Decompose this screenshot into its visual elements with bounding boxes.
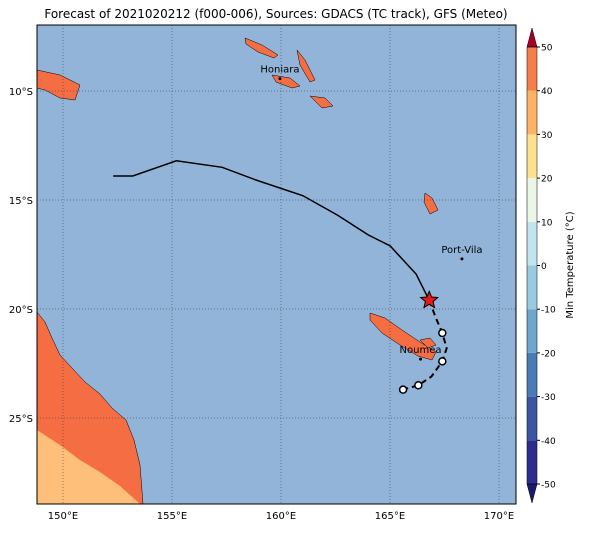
colorbar-tick-label: 40 <box>541 87 553 97</box>
colorbar-tick-label: 0 <box>541 262 547 272</box>
map-frame <box>36 24 517 505</box>
place-dot <box>460 257 464 261</box>
forecast-point <box>438 357 447 366</box>
lon-tick-label: 160°E <box>266 511 296 522</box>
colorbar-tick-label: -40 <box>541 437 556 447</box>
colorbar-label: Min Temperature (°C) <box>565 211 576 318</box>
lon-tick-label: 150°E <box>48 511 78 522</box>
place-dot <box>419 357 423 361</box>
land <box>37 37 439 504</box>
track-line <box>113 159 430 301</box>
colorbar-bin <box>527 309 537 353</box>
colorbar-extend <box>526 483 538 504</box>
colorbar-tick-label: 20 <box>541 175 553 185</box>
colorbar-tick-label: 50 <box>541 44 553 54</box>
lon-tick-label: 155°E <box>157 511 187 522</box>
lat-tick-label: 25°S <box>9 414 33 425</box>
track-line <box>402 299 448 391</box>
colorbar-bin <box>527 90 537 135</box>
lat-tick-label: 20°S <box>9 305 33 316</box>
forecast-point <box>414 381 423 390</box>
forecast-point <box>398 385 408 394</box>
lat-tick-label: 10°S <box>9 87 33 98</box>
colorbar-bin <box>527 352 537 397</box>
colorbar-bin <box>527 134 537 179</box>
colorbar-tick-label: -50 <box>541 481 556 491</box>
colorbar-bin <box>527 47 537 91</box>
lon-tick-label: 170°E <box>484 511 514 522</box>
current-position <box>419 289 440 309</box>
lat-tick-label: 15°S <box>9 196 33 207</box>
colorbar-tick-label: -10 <box>541 306 556 316</box>
lon-tick-label: 165°E <box>375 511 405 522</box>
colorbar-bin <box>527 221 537 266</box>
colorbar-bin <box>527 265 537 310</box>
place-label: Noumea <box>400 345 442 356</box>
colorbar-bin <box>527 440 537 484</box>
colorbar-tick-label: 30 <box>541 131 553 141</box>
colorbar-bin <box>527 396 537 441</box>
title: Forecast of 2021020212 (f000-006), Sourc… <box>44 7 507 21</box>
colorbar-bin <box>527 178 537 222</box>
colorbar-tick-label: -20 <box>541 349 556 359</box>
colorbar-extend <box>526 27 538 48</box>
place-label: Port-Vila <box>441 245 482 256</box>
place-label: Honiara <box>260 65 299 76</box>
forecast-point <box>438 328 447 338</box>
colorbar-tick-label: -30 <box>541 393 556 403</box>
colorbar-tick-label: 10 <box>541 218 553 228</box>
place-dot <box>278 77 282 81</box>
